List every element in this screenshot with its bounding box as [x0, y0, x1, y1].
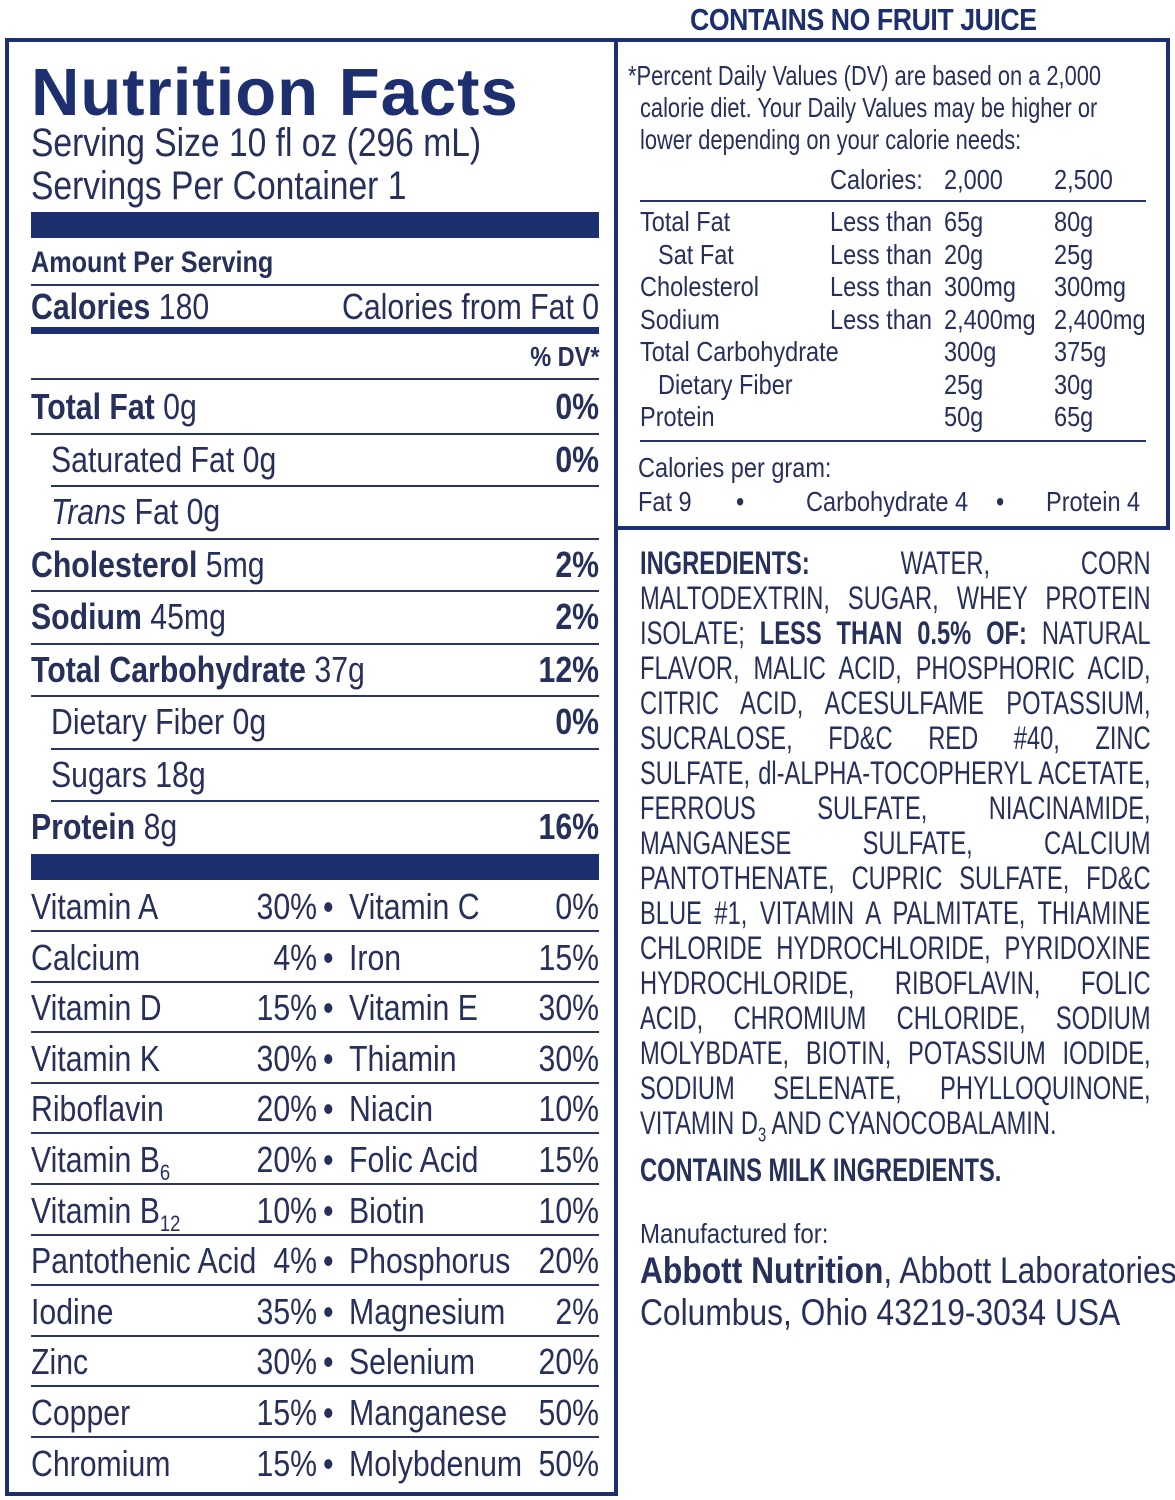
allergen-statement: CONTAINS MILK INGREDIENTS.	[640, 1152, 1002, 1189]
bullet: •	[323, 1189, 334, 1231]
vitamin-row: Zinc 30% • Selenium 20%	[31, 1337, 599, 1388]
amount-per-serving: Amount Per Serving	[31, 240, 599, 286]
nutrient-dv: 16%	[538, 806, 599, 847]
vitamin-row: Vitamin B12 10% • Biotin 10%	[31, 1186, 599, 1236]
bullet: •	[323, 1240, 334, 1282]
nutrient-row: Protein 8g 16%	[31, 802, 599, 855]
bullet: •	[323, 1290, 334, 1332]
nutrient-dv: 0%	[555, 701, 599, 742]
nutrient-row: Cholesterol 5mg 2%	[31, 540, 599, 592]
nutrient-dv: 12%	[538, 648, 599, 690]
ingredients: INGREDIENTS: WATER, CORN MALTODEXTRIN, S…	[640, 545, 1151, 1189]
nutrient-dv: 2%	[555, 596, 599, 637]
bullet: •	[996, 486, 1005, 517]
dv-note-line: calorie diet. Your Daily Values may be h…	[640, 92, 1098, 123]
dv-note-line: lower depending on your calorie needs:	[640, 124, 1022, 155]
divider	[640, 200, 1146, 202]
bullet: •	[323, 1341, 334, 1383]
vitamin-row: Vitamin K 30% • Thiamin 30%	[31, 1034, 599, 1084]
vitamin-row: Calcium 4% • Iron 15%	[31, 933, 599, 983]
daily-values-footnote: *Percent Daily Values (DV) are based on …	[614, 38, 1170, 530]
nutrition-facts-title: Nutrition Facts	[31, 55, 519, 130]
ingredients-column: INGREDIENTS: WATER, CORN MALTODEXTRIN, S…	[640, 545, 1175, 1334]
bullet: •	[323, 1442, 334, 1484]
nutrient-row: Total Fat 0g 0%	[31, 382, 599, 435]
manufacturer-info: Manufactured for: Abbott Nutrition, Abbo…	[640, 1218, 1175, 1334]
bullet: •	[323, 1392, 334, 1433]
vitamin-row: Pantothenic Acid 4% • Phosphorus 20%	[31, 1236, 599, 1287]
bullet: •	[323, 886, 334, 927]
bullet: •	[736, 486, 745, 517]
vitamin-row: Copper 15% • Manganese 50%	[31, 1388, 599, 1438]
vitamin-row: Vitamin A 30% • Vitamin C 0%	[31, 882, 599, 932]
serving-size: Serving Size 10 fl oz (296 mL) Servings P…	[31, 121, 482, 208]
bullet: •	[323, 936, 334, 978]
nutrition-facts-panel: Nutrition Facts Serving Size 10 fl oz (2…	[5, 38, 618, 1496]
calories-from-fat: Calories from Fat 0	[341, 286, 599, 327]
nutrient-dv: 0%	[555, 438, 599, 480]
nutrient-row: Sodium 45mg 2%	[31, 592, 599, 645]
servings-per-container: Servings Per Container 1	[31, 164, 407, 208]
bullet: •	[323, 1037, 334, 1079]
thick-divider	[31, 854, 599, 880]
bullet: •	[323, 1139, 334, 1180]
vitamin-row: Riboflavin 20% • Niacin 10%	[31, 1084, 599, 1135]
vitamin-row: Vitamin D 15% • Vitamin E 30%	[31, 983, 599, 1034]
vitamin-row: Chromium 15% • Molybdenum 50%	[31, 1442, 599, 1484]
thick-divider	[31, 212, 599, 238]
divider	[640, 440, 1146, 442]
no-fruit-juice-note: CONTAINS NO FRUIT JUICE	[690, 2, 1037, 37]
dv-note-line: *Percent Daily Values (DV) are based on …	[628, 60, 1102, 91]
vitamin-row: Iodine 35% • Magnesium 2%	[31, 1287, 599, 1337]
nutrient-row: Saturated Fat 0g 0%	[51, 435, 599, 487]
nutrient-row: Dietary Fiber 0g 0%	[51, 697, 599, 750]
bullet: •	[323, 987, 334, 1029]
nutrient-row: Total Carbohydrate 37g 12%	[31, 645, 599, 697]
nutrient-row: Trans Fat 0g	[51, 487, 599, 540]
nutrient-row: Sugars 18g	[51, 750, 599, 802]
nutrient-dv: 2%	[555, 543, 599, 585]
bullet: •	[323, 1088, 334, 1130]
vitamin-row: Vitamin B6 20% • Folic Acid 15%	[31, 1135, 599, 1185]
dv-header: % DV*	[31, 334, 599, 380]
nutrient-dv: 0%	[555, 386, 599, 427]
calories-row: Calories 180 Calories from Fat 0	[31, 286, 599, 334]
